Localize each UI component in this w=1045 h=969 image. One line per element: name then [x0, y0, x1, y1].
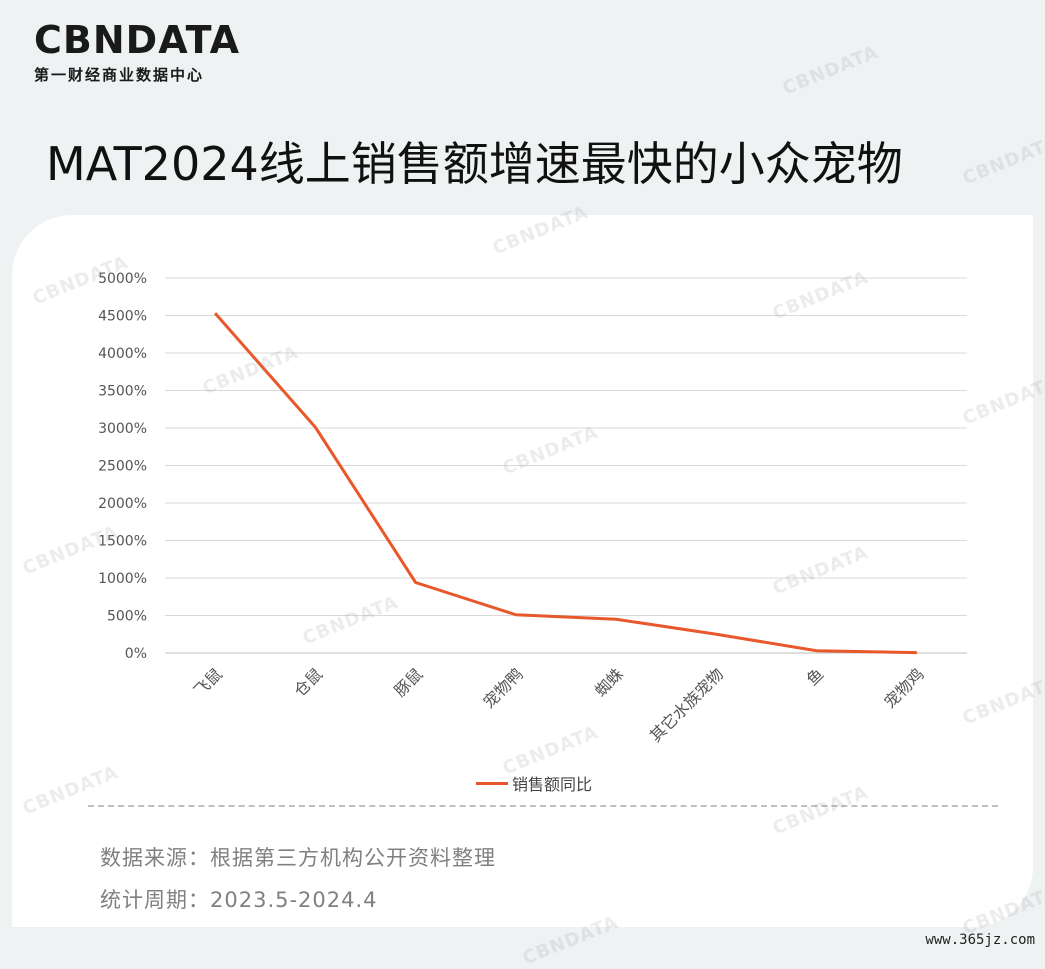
data-source: 数据来源：根据第三方机构公开资料整理 — [100, 846, 496, 870]
y-tick-label: 4500% — [98, 309, 147, 325]
brand-subtitle: 第一财经商业数据中心 — [34, 66, 205, 84]
chart-legend: 销售额同比 — [476, 771, 592, 795]
grid-lines — [165, 277, 967, 654]
y-tick-label: 0% — [125, 646, 147, 662]
x-tick-label: 鱼 — [803, 664, 828, 689]
y-tick-label: 4000% — [98, 346, 147, 362]
y-axis-ticks: 0% 500% 1000% 1500% 2000% 2500% 3000% 3500% 4000… — [98, 271, 147, 662]
x-tick-label: 宠物鸡 — [880, 664, 927, 711]
chart-card — [12, 215, 1033, 927]
legend-label: 销售额同比 — [512, 775, 593, 794]
series-lines — [213, 312, 917, 655]
legend-swatch — [476, 781, 508, 785]
y-tick-label: 500% — [107, 609, 147, 625]
y-tick-label: 1500% — [98, 534, 147, 550]
divider — [88, 805, 998, 807]
page-title: MAT2024线上销售额增速最快的小众宠物 — [46, 137, 903, 191]
y-tick-label: 5000% — [98, 271, 147, 287]
y-tick-label: 1000% — [98, 571, 147, 587]
x-tick-label: 宠物鸭 — [479, 664, 526, 711]
series-line — [213, 312, 917, 655]
x-tick-label: 蜘蛛 — [591, 664, 627, 700]
data-period: 统计周期：2023.5-2024.4 — [100, 888, 378, 912]
brand-logo: CBNDATA — [34, 18, 241, 62]
x-tick-label: 其它水族宠物 — [646, 664, 727, 745]
y-tick-label: 2000% — [98, 496, 147, 512]
y-tick-label: 3000% — [98, 421, 147, 437]
x-tick-label: 仓鼠 — [290, 664, 326, 700]
x-tick-label: 飞鼠 — [190, 664, 226, 700]
site-url: www.365jz.com — [925, 932, 1035, 948]
y-tick-label: 3500% — [98, 384, 147, 400]
y-tick-label: 2500% — [98, 459, 147, 475]
x-tick-label: 豚鼠 — [390, 664, 426, 700]
x-axis-ticks: 飞鼠 仓鼠 豚鼠 宠物鸭 蜘蛛 其它水族宠物 鱼 宠物鸡 — [190, 664, 928, 745]
